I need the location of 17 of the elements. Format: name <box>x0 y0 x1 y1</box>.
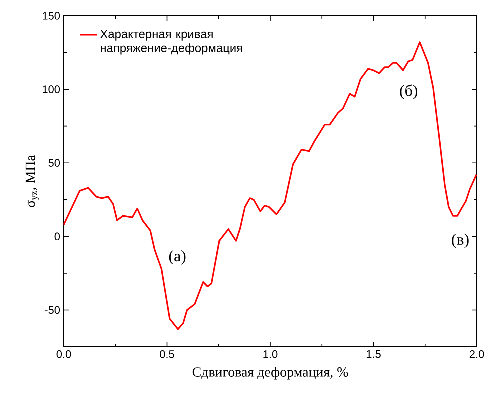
x-tick-label: 0.0 <box>56 350 72 358</box>
x-tick-label: 1.0 <box>264 350 278 358</box>
y-tick-label: 150 <box>43 12 60 20</box>
annotation: (а) <box>169 250 186 265</box>
line-series <box>63 42 478 330</box>
x-tick-label: 2.0 <box>470 350 484 358</box>
y-tick-label: 100 <box>43 86 60 94</box>
x-tick-label: 0.5 <box>160 350 174 358</box>
legend-label: Характерная кривая напряжение-деформация <box>100 30 242 55</box>
annotation: (б) <box>400 84 418 100</box>
y-tick-label: 50 <box>48 159 60 167</box>
y-tick-label: 0 <box>54 232 60 241</box>
x-axis-title: Сдвиговая деформация, % <box>192 367 348 380</box>
y-tick-label: -50 <box>45 306 60 314</box>
annotation: (в) <box>452 234 469 248</box>
x-tick-label: 1.5 <box>366 350 381 358</box>
y-axis-title: σ$_{yz}$, МПа <box>26 155 40 208</box>
